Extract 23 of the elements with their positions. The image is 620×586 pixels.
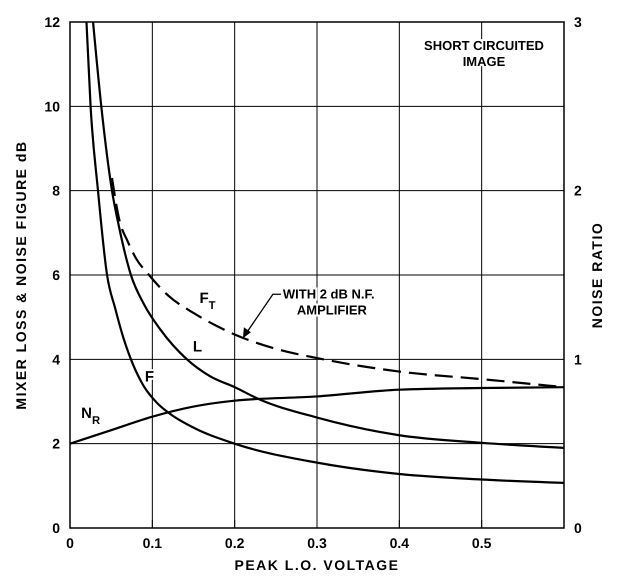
x-tick-label: 0.3 <box>307 535 327 551</box>
y-tick-label: 8 <box>52 182 60 199</box>
x-tick-label: 0.2 <box>224 535 245 551</box>
y-tick-label: 4 <box>52 351 60 368</box>
y-tick-label: 2 <box>52 436 60 452</box>
y2-tick-label: 1 <box>574 351 582 368</box>
y-tick-label: 6 <box>52 267 60 283</box>
series-label: L <box>192 338 202 356</box>
y2-tick-label: 0 <box>574 520 582 536</box>
y-tick-label: 12 <box>44 14 60 30</box>
x-tick-label: 0 <box>66 535 74 551</box>
series-label: N$_{R}$ <box>81 405 100 428</box>
y2-axis-title: NOISE RATIO <box>589 222 605 328</box>
series-label: F$_{T}$ <box>200 290 216 312</box>
y2-tick-label: 3 <box>574 14 582 30</box>
x-tick-label: 0.1 <box>142 535 162 551</box>
x-tick-label: 0.5 <box>472 535 492 551</box>
y-tick-label: 0 <box>52 520 60 536</box>
x-tick-label: 0.4 <box>390 535 410 551</box>
x-axis-title: PEAK L.O. VOLTAGE <box>234 557 400 573</box>
y-tick-label: 10 <box>44 98 60 114</box>
y2-tick-label: 2 <box>574 182 582 199</box>
y-axis-title: MIXER LOSS & NOISE FIGURE dB <box>13 140 29 410</box>
